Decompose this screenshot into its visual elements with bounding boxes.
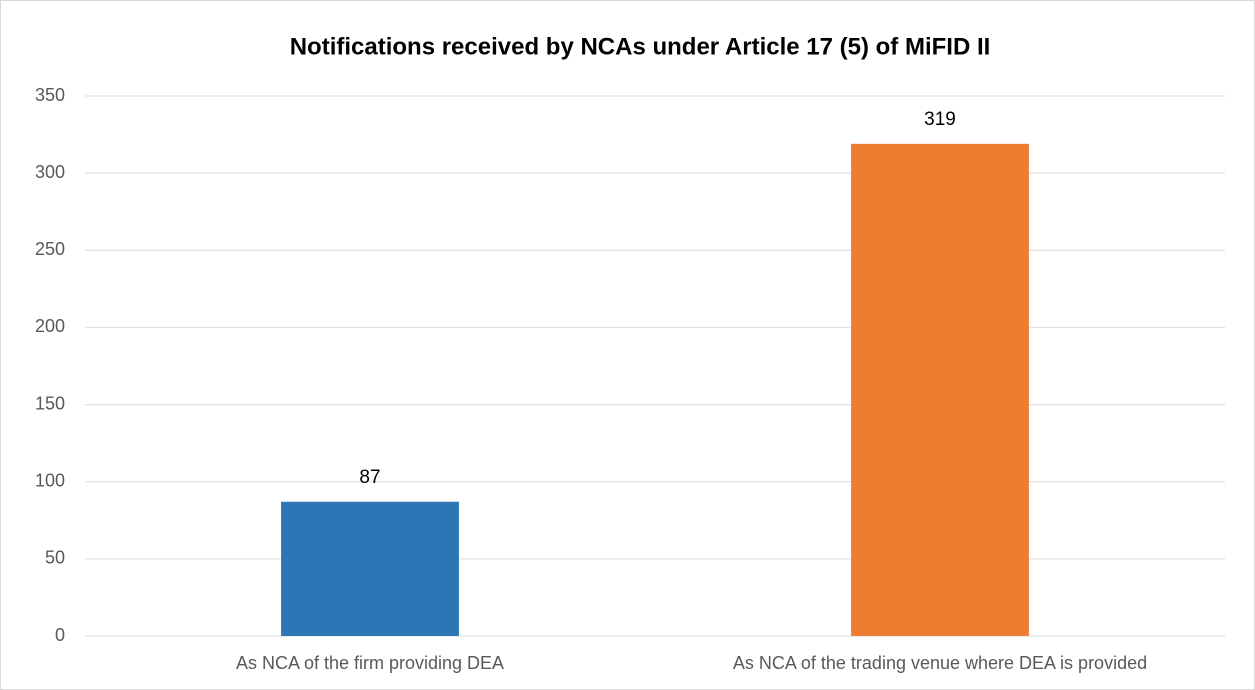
y-tick-label: 150 [35, 393, 65, 413]
y-tick-label: 0 [55, 625, 65, 645]
bar [281, 501, 459, 636]
y-tick-label: 250 [35, 239, 65, 259]
bar [851, 143, 1029, 637]
chart-title: Notifications received by NCAs under Art… [290, 33, 991, 60]
data-label: 87 [359, 467, 380, 488]
data-label: 319 [924, 109, 956, 130]
y-tick-label: 300 [35, 162, 65, 182]
y-tick-label: 100 [35, 470, 65, 490]
x-tick-label: As NCA of the firm providing DEA [236, 653, 504, 673]
x-tick-label: As NCA of the trading venue where DEA is… [733, 653, 1147, 673]
y-tick-label: 50 [45, 548, 65, 568]
y-tick-label: 200 [35, 316, 65, 336]
y-tick-label: 350 [35, 85, 65, 105]
